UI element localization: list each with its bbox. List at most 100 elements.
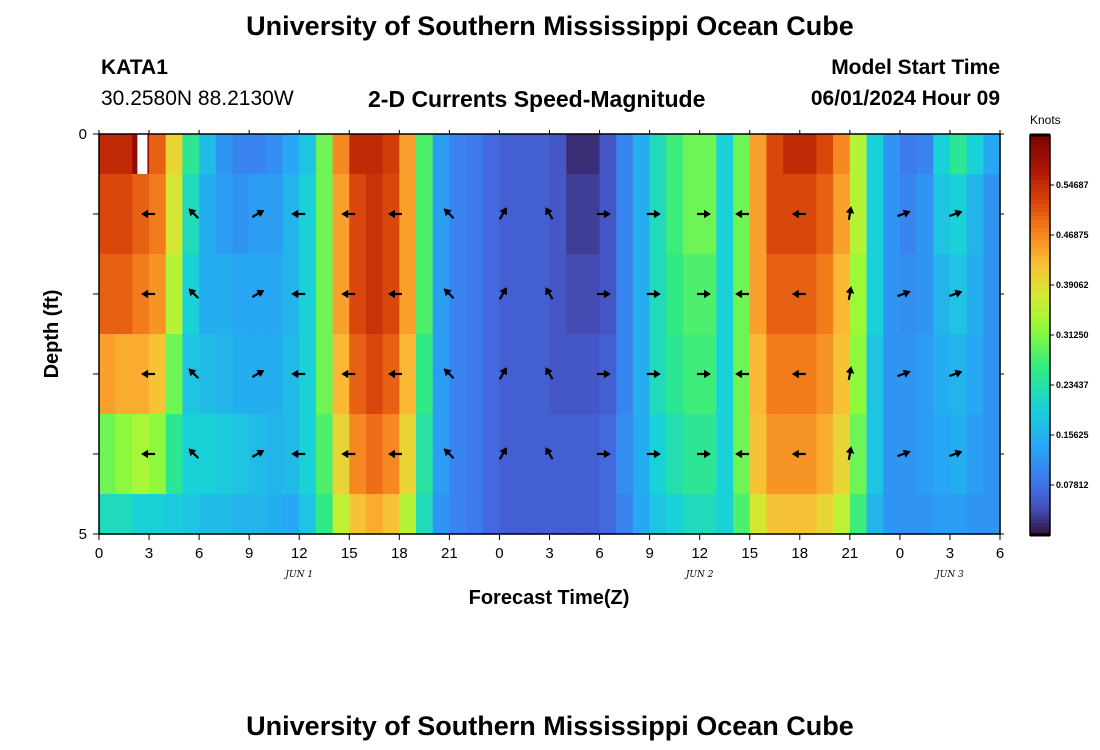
heatmap-cell: [399, 494, 417, 535]
heatmap-cell: [115, 254, 133, 335]
arrow-head: [188, 208, 197, 217]
colorbar-segment: [1030, 343, 1050, 348]
colorbar-segment: [1030, 463, 1050, 468]
arrow-head: [704, 369, 712, 379]
arrow-head: [141, 449, 149, 459]
heatmap-cell: [232, 174, 250, 255]
heatmap-cell: [883, 334, 901, 415]
arrow-head: [256, 449, 265, 458]
colorbar-segment: [1030, 475, 1050, 480]
colorbar-segment: [1030, 399, 1050, 404]
heatmap-cell: [849, 134, 868, 175]
heatmap-cell: [849, 494, 868, 535]
heatmap-cell: [549, 134, 567, 175]
current-vector-arrow: [188, 448, 200, 460]
colorbar-segment: [1030, 383, 1050, 388]
heatmap-cell: [199, 254, 217, 335]
heatmap-cell: [632, 254, 651, 335]
heatmap-cell: [566, 134, 584, 175]
heatmap-cell: [449, 414, 467, 495]
heatmap-cell: [949, 134, 968, 175]
heatmap-cell: [566, 174, 584, 255]
heatmap-cell: [833, 254, 851, 335]
heatmap-cell: [582, 254, 601, 335]
current-vectors: [141, 206, 963, 461]
heatmap-cell: [682, 494, 701, 535]
arrow-head: [735, 369, 743, 379]
heatmap-cell: [549, 494, 567, 535]
heatmap-cell: [899, 334, 918, 415]
heatmap-cell: [349, 414, 367, 495]
arrow-head: [443, 448, 452, 457]
heatmap-cell: [833, 334, 851, 415]
arrow-head: [845, 206, 855, 214]
heatmap-cell: [566, 494, 584, 535]
current-vector-arrow: [845, 286, 855, 301]
heatmap-cell: [799, 134, 818, 175]
heatmap-cell: [866, 494, 884, 535]
heatmap-cell: [215, 414, 234, 495]
heatmap-cell: [883, 134, 901, 175]
heatmap-cell: [365, 254, 384, 335]
y-tick-label: 0: [79, 126, 87, 143]
heatmap-cell: [899, 494, 918, 535]
arrow-head: [791, 289, 799, 299]
heatmap-cell: [733, 494, 751, 535]
day-label: JUN 1: [283, 570, 313, 580]
heatmap-cell: [916, 334, 934, 415]
heatmap-cell: [365, 174, 384, 255]
colorbar-segment: [1030, 499, 1050, 504]
heatmap-cell: [416, 174, 434, 255]
heatmap-cell: [516, 334, 534, 415]
current-vector-arrow: [251, 369, 265, 378]
heatmap-cell: [132, 254, 150, 335]
current-vector-arrow: [341, 369, 356, 379]
arrow-head: [387, 369, 395, 379]
heatmap-cell: [516, 414, 534, 495]
heatmap-cell: [115, 174, 133, 255]
current-vector-arrow: [646, 209, 661, 219]
heatmap-cell: [416, 414, 434, 495]
arrow-head: [443, 208, 452, 217]
x-tick-label: 3: [946, 545, 954, 562]
heatmap-cell: [399, 414, 417, 495]
colorbar-segment: [1030, 367, 1050, 372]
heatmap-cell: [299, 414, 317, 495]
heatmap-cell: [716, 134, 734, 175]
heatmap-cell: [716, 334, 734, 415]
heatmap-cell: [165, 334, 184, 415]
heatmap-cell: [783, 134, 801, 175]
arrow-head: [256, 289, 265, 298]
heatmap-cell: [749, 334, 768, 415]
heatmap-cell: [632, 134, 651, 175]
heatmap-cell: [482, 254, 501, 335]
colorbar-segment: [1030, 151, 1050, 156]
arrow-head: [735, 449, 743, 459]
x-tick-label: 15: [741, 545, 758, 562]
heatmap-cell: [449, 494, 467, 535]
heatmap-cell: [365, 334, 384, 415]
heatmap-cell: [482, 174, 501, 255]
day-label: JUN 3: [934, 570, 964, 580]
colorbar-segment: [1030, 459, 1050, 464]
colorbar-segment: [1030, 231, 1050, 236]
heatmap-cell: [315, 174, 334, 255]
heatmap-cell: [365, 414, 384, 495]
heatmap-cell: [849, 254, 868, 335]
heatmap-cell: [516, 134, 534, 175]
heatmap-cell: [716, 254, 734, 335]
heatmap-cell: [883, 254, 901, 335]
current-vector-arrow: [697, 369, 712, 379]
heatmap-cell: [582, 334, 601, 415]
heatmap-cell: [899, 414, 918, 495]
heatmap-cell: [165, 414, 184, 495]
current-vector-arrow: [498, 367, 507, 380]
heatmap-cell: [899, 254, 918, 335]
arrow-head: [499, 447, 507, 456]
heatmap-cell: [883, 174, 901, 255]
colorbar-segment: [1030, 515, 1050, 520]
heatmap-cell: [816, 254, 834, 335]
heatmap-cell: [983, 174, 1001, 255]
heatmap-cell: [315, 494, 334, 535]
current-vector-arrow: [948, 369, 963, 378]
